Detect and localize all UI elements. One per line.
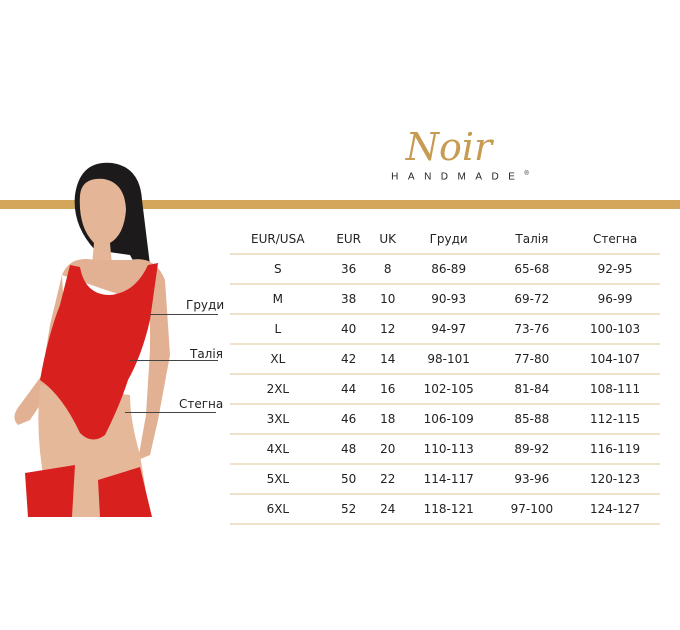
- bust-label: Груди: [186, 298, 225, 312]
- cell-bust: 102-105: [403, 374, 494, 405]
- header-uk: UK: [371, 224, 404, 255]
- brand-logo: Noir HANDMADE®: [360, 125, 560, 182]
- waist-leader-line: [130, 360, 218, 361]
- cell-size: 3XL: [230, 404, 326, 435]
- accent-bar: [0, 200, 680, 209]
- header-eur-usa: EUR/USA: [230, 224, 326, 255]
- model-photo: [14, 162, 170, 517]
- table-row: S 36 8 86-89 65-68 92-95: [230, 254, 660, 285]
- registered-mark: ®: [524, 171, 529, 177]
- header-eur: EUR: [325, 224, 372, 255]
- table-row: 5XL 50 22 114-117 93-96 120-123: [230, 464, 660, 495]
- cell-waist: 85-88: [493, 404, 571, 435]
- cell-uk: 22: [371, 464, 404, 495]
- table-header-row: EUR/USA EUR UK Груди Талія Стегна: [230, 224, 660, 255]
- cell-eur: 46: [325, 404, 372, 435]
- cell-hips: 116-119: [570, 434, 660, 465]
- cell-uk: 14: [371, 344, 404, 375]
- cell-hips: 124-127: [570, 494, 660, 525]
- cell-hips: 112-115: [570, 404, 660, 435]
- cell-bust: 106-109: [403, 404, 494, 435]
- cell-bust: 118-121: [403, 494, 494, 525]
- brand-subtitle: HANDMADE®: [360, 171, 560, 182]
- cell-uk: 8: [371, 254, 404, 285]
- cell-eur: 52: [325, 494, 372, 525]
- cell-size: 4XL: [230, 434, 326, 465]
- cell-bust: 114-117: [403, 464, 494, 495]
- cell-hips: 108-111: [570, 374, 660, 405]
- cell-uk: 24: [371, 494, 404, 525]
- cell-eur: 48: [325, 434, 372, 465]
- header-hips: Стегна: [570, 224, 660, 255]
- cell-size: 2XL: [230, 374, 326, 405]
- cell-size: 6XL: [230, 494, 326, 525]
- cell-waist: 89-92: [493, 434, 571, 465]
- cell-eur: 42: [325, 344, 372, 375]
- cell-eur: 40: [325, 314, 372, 345]
- hips-leader-line: [125, 412, 216, 413]
- cell-waist: 81-84: [493, 374, 571, 405]
- cell-size: S: [230, 254, 326, 285]
- cell-hips: 92-95: [570, 254, 660, 285]
- cell-size: 5XL: [230, 464, 326, 495]
- cell-uk: 16: [371, 374, 404, 405]
- cell-eur: 44: [325, 374, 372, 405]
- table-row: L 40 12 94-97 73-76 100-103: [230, 314, 660, 345]
- cell-eur: 50: [325, 464, 372, 495]
- hips-label: Стегна: [179, 397, 224, 411]
- cell-uk: 18: [371, 404, 404, 435]
- waist-label: Талія: [190, 347, 223, 361]
- cell-hips: 100-103: [570, 314, 660, 345]
- table-row: 4XL 48 20 110-113 89-92 116-119: [230, 434, 660, 465]
- cell-bust: 90-93: [403, 284, 494, 315]
- table-row: M 38 10 90-93 69-72 96-99: [230, 284, 660, 315]
- brand-sub-text: HANDMADE: [391, 171, 525, 183]
- cell-size: XL: [230, 344, 326, 375]
- cell-waist: 73-76: [493, 314, 571, 345]
- cell-uk: 12: [371, 314, 404, 345]
- size-table: EUR/USA EUR UK Груди Талія Стегна S 36 8 86…: [230, 224, 660, 525]
- brand-script: Noir: [405, 125, 493, 169]
- cell-hips: 120-123: [570, 464, 660, 495]
- cell-waist: 69-72: [493, 284, 571, 315]
- cell-size: L: [230, 314, 326, 345]
- cell-waist: 77-80: [493, 344, 571, 375]
- cell-size: M: [230, 284, 326, 315]
- cell-bust: 94-97: [403, 314, 494, 345]
- cell-bust: 86-89: [403, 254, 494, 285]
- cell-uk: 10: [371, 284, 404, 315]
- header-waist: Талія: [493, 224, 571, 255]
- bust-leader-line: [150, 314, 218, 315]
- cell-waist: 93-96: [493, 464, 571, 495]
- cell-waist: 65-68: [493, 254, 571, 285]
- cell-bust: 98-101: [403, 344, 494, 375]
- cell-hips: 96-99: [570, 284, 660, 315]
- table-row: 3XL 46 18 106-109 85-88 112-115: [230, 404, 660, 435]
- cell-eur: 36: [325, 254, 372, 285]
- cell-eur: 38: [325, 284, 372, 315]
- cell-bust: 110-113: [403, 434, 494, 465]
- cell-uk: 20: [371, 434, 404, 465]
- table-row: 2XL 44 16 102-105 81-84 108-111: [230, 374, 660, 405]
- table-row: XL 42 14 98-101 77-80 104-107: [230, 344, 660, 375]
- table-row: 6XL 52 24 118-121 97-100 124-127: [230, 494, 660, 525]
- header-bust: Груди: [403, 224, 494, 255]
- cell-hips: 104-107: [570, 344, 660, 375]
- cell-waist: 97-100: [493, 494, 571, 525]
